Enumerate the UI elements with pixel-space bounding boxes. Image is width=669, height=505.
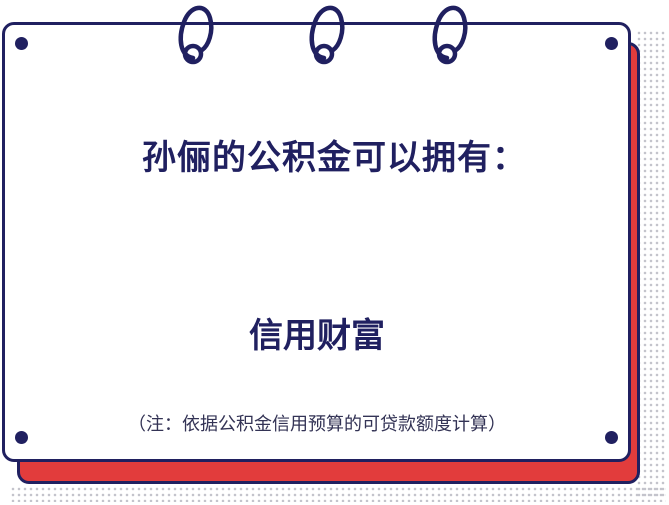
card-hole-icon <box>605 37 618 50</box>
card-title: 孙俪的公积金可以拥有： <box>142 138 527 178</box>
note-card <box>2 22 631 462</box>
card-hole-icon <box>15 37 28 50</box>
card-hole-icon <box>15 431 28 444</box>
card-hole-icon <box>605 431 618 444</box>
dot-pattern-right <box>636 30 666 498</box>
card-value: 信用财富 <box>249 316 385 356</box>
dot-pattern-bottom <box>10 486 666 502</box>
card-footnote: （注：依据公积金信用预算的可贷款额度计算） <box>128 414 506 435</box>
